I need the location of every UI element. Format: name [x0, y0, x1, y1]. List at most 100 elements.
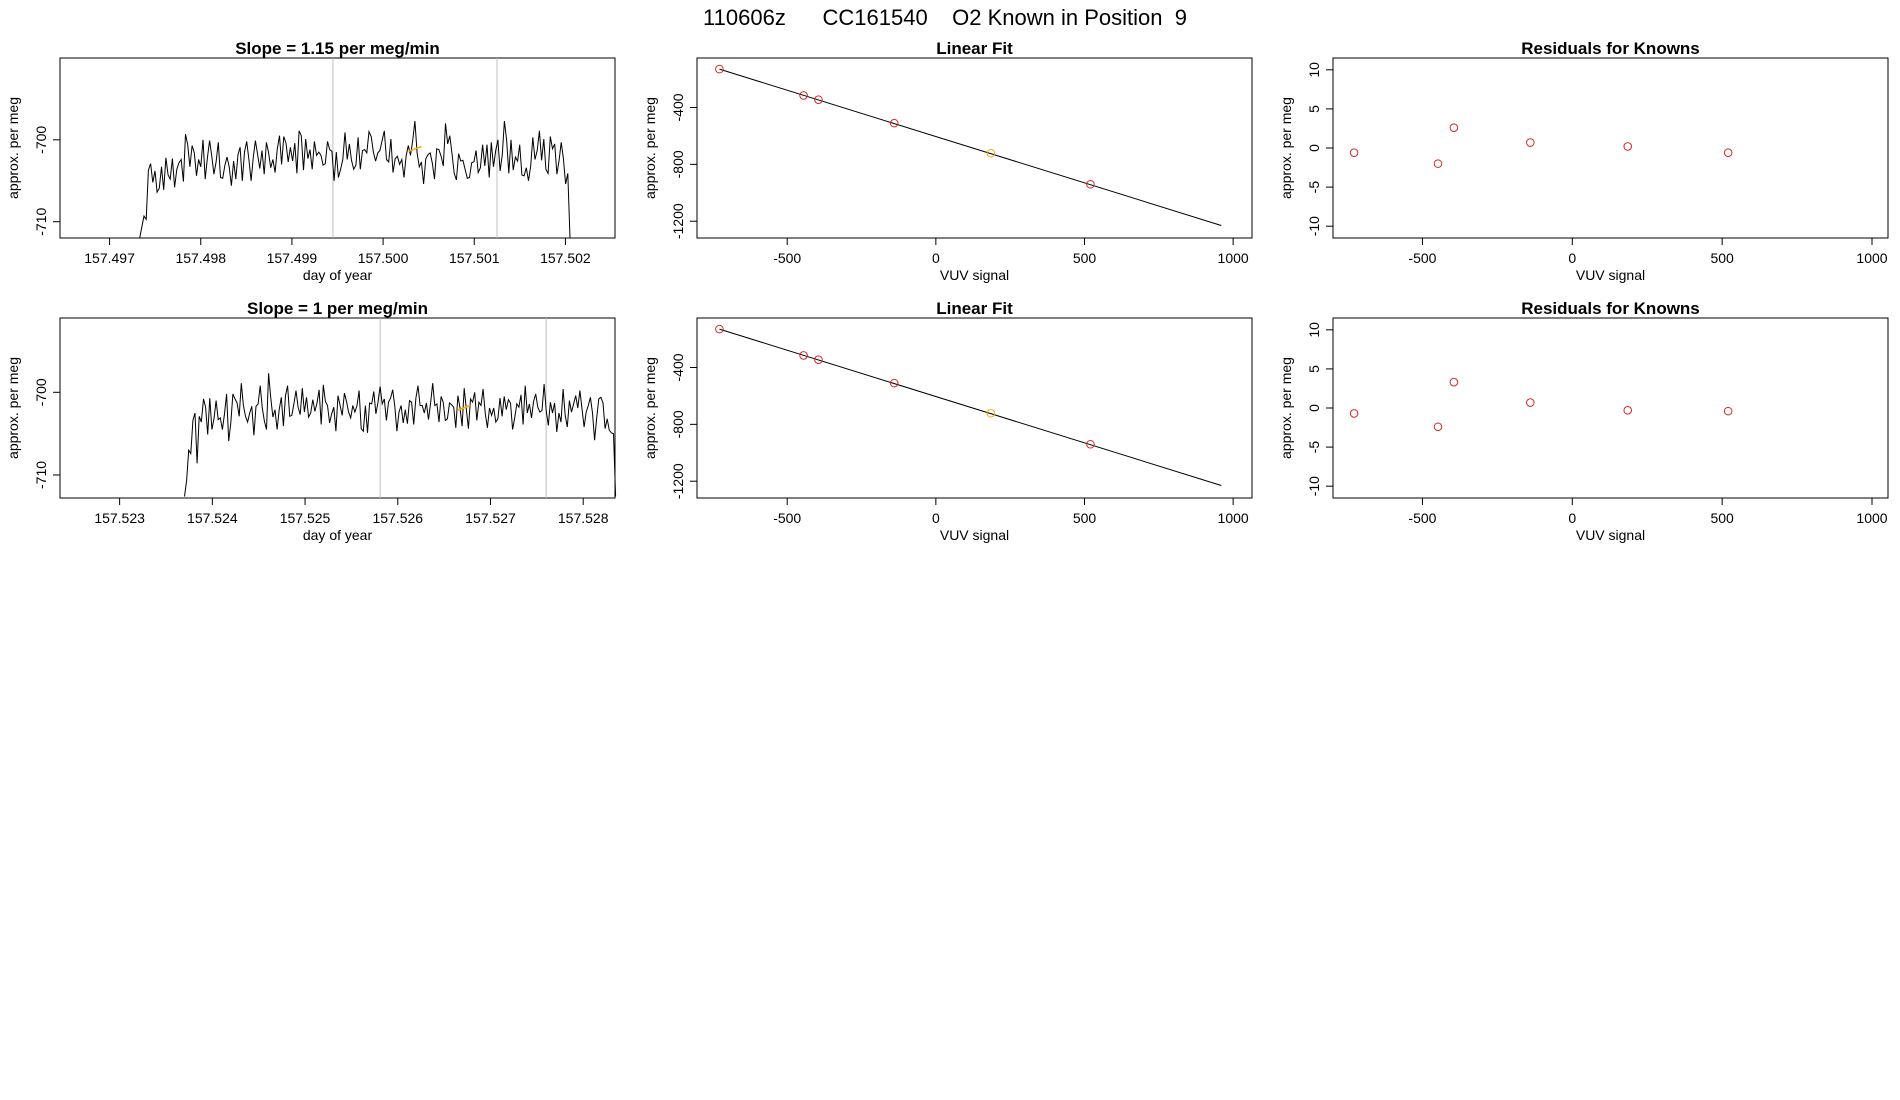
data-point	[1723, 148, 1733, 157]
data-point	[1349, 148, 1359, 157]
data-point	[1526, 398, 1535, 407]
x-tick-label: 0	[932, 510, 940, 526]
x-axis-label: VUV signal	[1576, 527, 1645, 543]
chart-title: Residuals for Knowns	[1521, 299, 1700, 318]
x-tick-label: 157.501	[449, 250, 500, 266]
y-axis-label: approx. per meg	[642, 97, 658, 199]
y-tick-label: -800	[670, 410, 686, 438]
plot-frame	[59, 317, 616, 499]
data-point	[814, 95, 823, 104]
data-point	[1349, 409, 1359, 418]
y-tick-label: -800	[670, 150, 686, 178]
data-point	[889, 118, 899, 128]
y-axis-label: approx. per meg	[5, 357, 21, 459]
x-tick-label: 157.499	[267, 250, 318, 266]
data-point	[814, 355, 823, 364]
x-tick-label: 157.500	[358, 250, 409, 266]
x-tick-label: 500	[1710, 510, 1734, 526]
fit-line	[719, 68, 1222, 226]
data-point	[986, 408, 996, 418]
data-point	[799, 91, 808, 100]
y-tick-label: -400	[670, 93, 686, 121]
x-tick-label: -500	[1408, 510, 1436, 526]
y-axis-label: approx. per meg	[1278, 97, 1294, 199]
x-axis-label: VUV signal	[940, 527, 1009, 543]
chart-panel-2: Linear Fit VUV signal approx. per meg -500 0…	[642, 39, 1253, 283]
plot-frame	[1332, 317, 1889, 499]
data-point	[1433, 159, 1443, 168]
x-tick-label: 1000	[1218, 250, 1249, 266]
x-axis-label: day of year	[303, 527, 373, 543]
y-tick-label: 5	[1306, 105, 1322, 113]
data-point	[889, 378, 899, 388]
x-tick-label: 500	[1073, 510, 1097, 526]
x-tick-label: 1000	[1856, 510, 1887, 526]
fit-line	[719, 328, 1222, 486]
data-point	[715, 324, 724, 334]
data-point	[1433, 422, 1443, 432]
x-tick-label: 157.527	[465, 510, 516, 526]
page-title: 110606z CC161540 O2 Known in Position 9	[703, 5, 1187, 30]
chart-panel-3: Residuals for Knowns VUV signal approx. pe…	[1278, 39, 1889, 283]
data-point	[1623, 406, 1633, 415]
x-tick-label: 157.497	[84, 250, 135, 266]
x-tick-label: 157.502	[540, 250, 591, 266]
data-point	[1623, 142, 1633, 151]
x-tick-label: 500	[1710, 250, 1734, 266]
x-tick-label: 157.498	[175, 250, 226, 266]
chart-title: Residuals for Knowns	[1521, 39, 1700, 58]
x-tick-label: 157.528	[558, 510, 609, 526]
y-tick-label: -5	[1306, 441, 1322, 454]
series-line	[139, 120, 571, 239]
x-tick-label: 0	[1568, 510, 1576, 526]
data-point	[1086, 439, 1095, 449]
x-tick-label: 1000	[1218, 510, 1249, 526]
chart-title: Linear Fit	[936, 299, 1013, 318]
data-point	[1723, 406, 1733, 416]
chart-panel-4: Slope = 1 per meg/min day of year approx. …	[5, 299, 617, 543]
data-point	[1086, 179, 1095, 189]
x-tick-label: 0	[1568, 250, 1576, 266]
data-point	[1449, 123, 1459, 132]
y-tick-label: -710	[33, 461, 49, 489]
y-tick-label: 0	[1306, 144, 1322, 152]
x-tick-label: -500	[773, 250, 801, 266]
data-point	[1449, 377, 1459, 387]
chart-panel-5: Linear Fit VUV signal approx. per meg -500 0…	[642, 299, 1253, 543]
y-axis-label: approx. per meg	[5, 97, 21, 199]
y-tick-label: -700	[33, 378, 49, 406]
y-tick-label: -700	[33, 126, 49, 154]
x-tick-label: -500	[1408, 250, 1436, 266]
y-axis-label: approx. per meg	[1278, 357, 1294, 459]
highlight-segment	[408, 145, 422, 153]
y-tick-label: -710	[33, 207, 49, 235]
plot-frame	[59, 57, 616, 239]
x-tick-label: 157.524	[187, 510, 238, 526]
y-tick-label: -1200	[670, 203, 686, 239]
x-axis-label: day of year	[303, 267, 373, 283]
x-axis-label: VUV signal	[1576, 267, 1645, 283]
y-tick-label: 0	[1306, 404, 1322, 412]
y-tick-label: 5	[1306, 365, 1322, 373]
x-tick-label: 1000	[1856, 250, 1887, 266]
data-point	[1526, 138, 1535, 147]
y-tick-label: -1200	[670, 463, 686, 499]
chart-title: Slope = 1 per meg/min	[247, 299, 428, 318]
y-tick-label: -10	[1306, 476, 1322, 496]
plot-frame	[696, 317, 1253, 499]
y-tick-label: -10	[1306, 216, 1322, 236]
y-tick-label: 10	[1306, 62, 1322, 78]
x-axis-label: VUV signal	[940, 267, 1009, 283]
plot-frame	[696, 57, 1253, 239]
x-tick-label: 500	[1073, 250, 1097, 266]
x-tick-label: 157.523	[94, 510, 145, 526]
data-point	[715, 64, 724, 74]
chart-panel-6: Residuals for Knowns VUV signal approx. pe…	[1278, 299, 1889, 543]
y-tick-label: -5	[1306, 181, 1322, 194]
chart-title: Linear Fit	[936, 39, 1013, 58]
data-point	[986, 148, 996, 158]
x-tick-label: 0	[932, 250, 940, 266]
chart-panel-1: Slope = 1.15 per meg/min day of year appro…	[5, 39, 616, 283]
chart-title: Slope = 1.15 per meg/min	[235, 39, 440, 58]
